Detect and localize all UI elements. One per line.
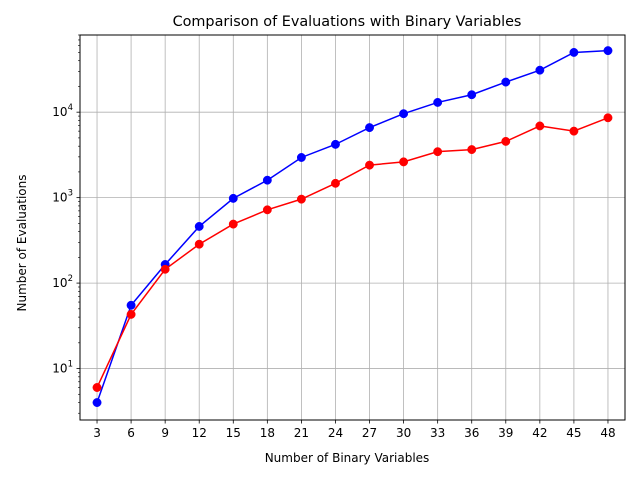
data-point — [501, 77, 511, 87]
ticks: 3 6 9 12 15 18 21 24 27 30 33 36 39 42 45 4810110210310… — [52, 34, 616, 440]
data-point — [433, 97, 443, 107]
x-tick-label: 15 — [226, 426, 241, 440]
data-point — [296, 194, 306, 204]
data-point — [126, 300, 136, 310]
data-point — [603, 46, 613, 56]
x-tick-label: 36 — [464, 426, 479, 440]
data-point — [569, 126, 579, 136]
x-tick-label: 24 — [328, 426, 343, 440]
data-point — [194, 222, 204, 231]
data-point — [126, 309, 136, 319]
x-axis-label: Number of Binary Variables — [265, 451, 430, 465]
x-tick-label: 45 — [566, 426, 581, 440]
data-point — [433, 147, 443, 157]
x-tick-label: 30 — [396, 426, 411, 440]
data-point — [467, 90, 477, 100]
data-point — [92, 383, 102, 392]
data-point — [331, 139, 340, 149]
data-point — [262, 205, 272, 215]
data-point — [296, 153, 306, 162]
data-point — [365, 123, 374, 133]
data-point — [535, 121, 545, 131]
y-axis-label: Number of Evaluations — [15, 175, 29, 312]
data-point — [399, 157, 409, 167]
data-point — [569, 47, 579, 57]
x-tick-label: 9 — [161, 426, 169, 440]
x-tick-label: 42 — [532, 426, 547, 440]
series-layer — [92, 46, 613, 408]
series-line-1 — [96, 49, 609, 403]
data-point — [228, 193, 238, 203]
data-point — [331, 178, 340, 188]
x-tick-label: 18 — [260, 426, 275, 440]
data-point — [365, 160, 374, 170]
data-point — [501, 136, 511, 146]
data-point — [194, 239, 204, 249]
data-point — [160, 264, 170, 274]
x-tick-label: 39 — [498, 426, 513, 440]
y-tick-label: 104 — [52, 103, 73, 119]
plot-frame — [79, 34, 626, 421]
data-point — [262, 175, 272, 185]
x-tick-label: 48 — [600, 426, 615, 440]
data-point — [603, 113, 613, 123]
x-tick-label: 21 — [294, 426, 309, 440]
data-point — [467, 145, 477, 155]
x-tick-label: 3 — [93, 426, 101, 440]
chart-title: Comparison of Evaluations with Binary Va… — [173, 14, 522, 30]
x-tick-label: 33 — [430, 426, 445, 440]
data-point — [92, 398, 102, 408]
data-point — [228, 219, 238, 229]
x-tick-label: 12 — [192, 426, 207, 440]
y-tick-label: 101 — [52, 360, 73, 376]
series-line-2 — [96, 117, 609, 388]
x-tick-label: 6 — [127, 426, 135, 440]
data-point — [399, 109, 409, 119]
y-tick-label: 102 — [52, 274, 73, 290]
y-tick-label: 103 — [52, 189, 73, 205]
x-tick-label: 27 — [362, 426, 377, 440]
data-point — [535, 65, 545, 75]
